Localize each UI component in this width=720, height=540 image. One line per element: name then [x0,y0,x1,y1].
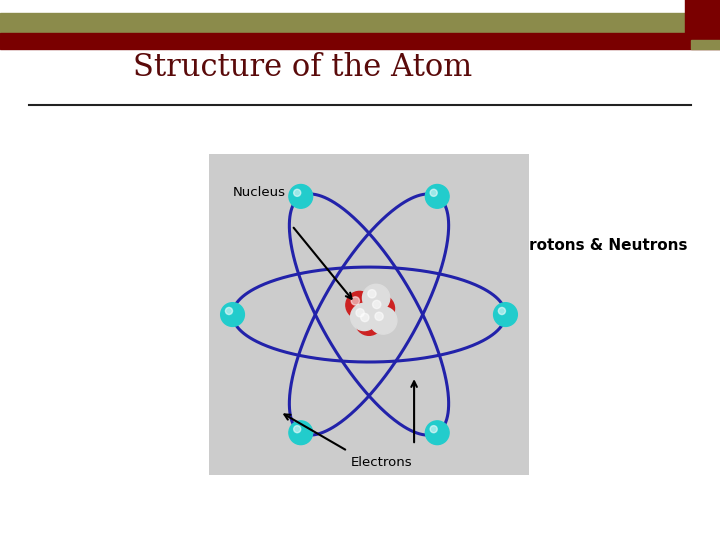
Circle shape [346,292,373,319]
Circle shape [289,421,312,444]
Circle shape [356,308,382,335]
Circle shape [426,421,449,444]
Circle shape [220,303,244,326]
Circle shape [430,426,437,433]
Circle shape [498,307,505,314]
Text: Structure of the Atom: Structure of the Atom [132,52,472,83]
Circle shape [294,189,301,197]
Circle shape [351,297,359,305]
Circle shape [225,307,233,314]
Circle shape [362,284,390,312]
Text: Electrons: Electrons [351,456,413,469]
Circle shape [369,307,397,334]
Text: Nucleus: Nucleus [233,186,286,199]
Circle shape [289,185,312,208]
Bar [0,13,720,33]
Text: Protons & Neutrons: Protons & Neutrons [518,238,688,253]
Circle shape [367,295,395,322]
Circle shape [430,189,437,197]
Bar [0,33,720,49]
Circle shape [356,309,364,317]
Circle shape [351,303,378,330]
Circle shape [361,313,369,322]
Circle shape [294,426,301,433]
Circle shape [494,303,518,326]
Bar [691,40,720,49]
Circle shape [426,185,449,208]
Circle shape [372,300,381,309]
Circle shape [368,289,376,298]
Circle shape [375,312,383,320]
Bar [685,0,720,33]
